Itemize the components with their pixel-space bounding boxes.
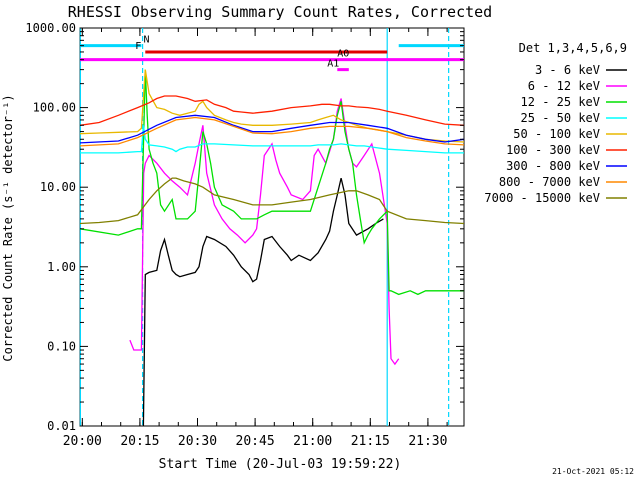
chart-title: RHESSI Observing Summary Count Rates, Co… xyxy=(68,3,492,21)
series-line xyxy=(79,95,465,126)
legend-label: 7000 - 15000 keV xyxy=(484,191,600,205)
annotation-label: F xyxy=(135,41,141,52)
series-line xyxy=(79,116,465,147)
x-tick-label: 21:00 xyxy=(293,434,332,449)
legend-label: 300 - 800 keV xyxy=(506,159,600,173)
y-tick-label: 1000.00 xyxy=(25,21,76,35)
y-tick-label: 10.00 xyxy=(40,180,76,194)
legend: 3 - 6 keV 6 - 12 keV 12 - 25 keV 25 - 50 ke… xyxy=(484,63,627,205)
x-tick-label: 20:00 xyxy=(63,434,102,449)
legend-label: 25 - 50 keV xyxy=(521,111,600,125)
x-axis-label: Start Time (20-Jul-03 19:59:22) xyxy=(159,457,402,472)
legend-label: 12 - 25 keV xyxy=(521,95,600,109)
plot-frame xyxy=(79,27,465,427)
annotation-label: A0 xyxy=(337,49,349,60)
series-line xyxy=(142,177,384,427)
y-tick-label: 0.01 xyxy=(47,419,76,433)
annotation-label: A1 xyxy=(327,59,339,70)
y-axis-label: Corrected Count Rate (s⁻¹ detector⁻¹) xyxy=(1,94,15,361)
x-tick-label: 21:15 xyxy=(351,434,390,449)
footer-date: 21-Oct-2021 05:12 xyxy=(552,467,634,476)
series-line xyxy=(80,125,464,154)
y-axis: 0.01 0.10 1.00 10.00 100.00 1000.00 xyxy=(25,21,464,433)
legend-title: Det 1,3,4,5,6,9 xyxy=(519,41,627,55)
legend-label: 50 - 100 keV xyxy=(513,127,600,141)
x-axis: 20:00 20:15 20:30 20:45 21:00 21:15 21:30 xyxy=(63,28,448,449)
series-line xyxy=(129,98,400,366)
y-tick-label: 1.00 xyxy=(47,260,76,274)
legend-label: 6 - 12 keV xyxy=(528,79,600,93)
legend-label: 3 - 6 keV xyxy=(535,63,600,77)
x-tick-label: 20:15 xyxy=(120,434,159,449)
x-tick-label: 20:45 xyxy=(236,434,275,449)
x-tick-label: 20:30 xyxy=(178,434,217,449)
x-tick-label: 21:30 xyxy=(408,434,447,449)
y-tick-label: 100.00 xyxy=(33,101,76,115)
y-tick-label: 0.10 xyxy=(47,339,76,353)
legend-label: 100 - 300 keV xyxy=(506,143,600,157)
series-line xyxy=(79,114,465,144)
series-line xyxy=(79,69,464,296)
series-line xyxy=(79,177,465,225)
annotation-label: N xyxy=(143,35,149,46)
legend-label: 800 - 7000 keV xyxy=(499,175,600,189)
